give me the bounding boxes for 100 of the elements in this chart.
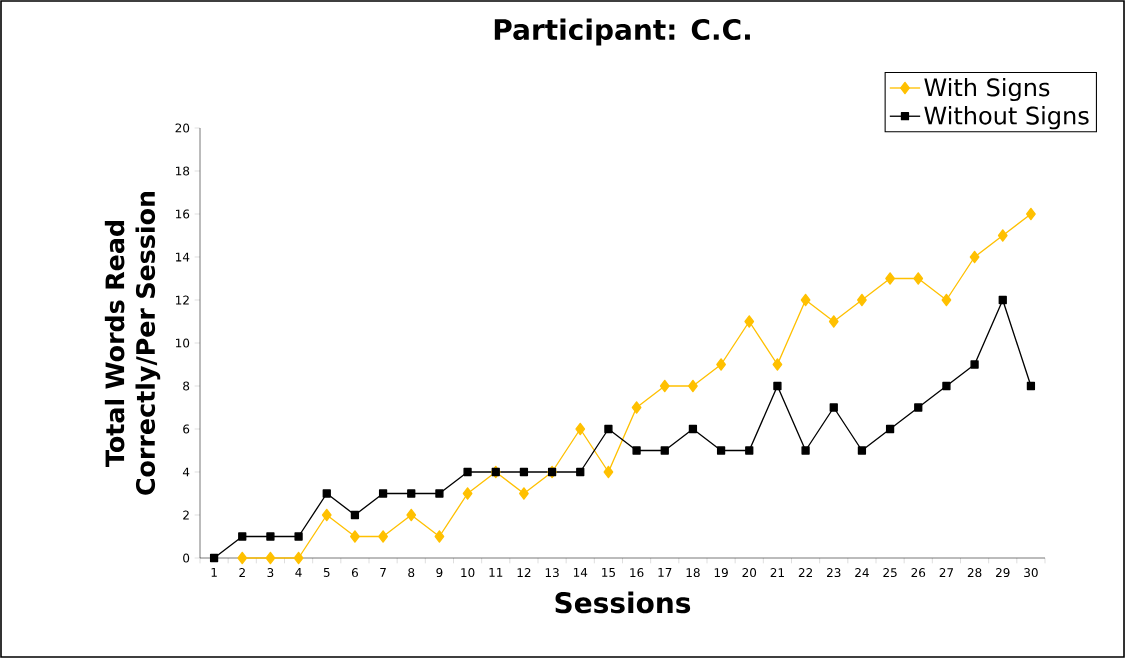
- point: [716, 446, 726, 455]
- x-tick-label: 21: [770, 568, 784, 577]
- point: [801, 446, 810, 455]
- x-tick-label: 25: [883, 568, 897, 578]
- x-tick-label: 9: [436, 568, 443, 578]
- point: [744, 315, 755, 328]
- point: [350, 510, 360, 520]
- point: [575, 422, 586, 436]
- point: [294, 532, 303, 541]
- x-tick-label: 26: [911, 568, 926, 578]
- x-tick-label: 29: [996, 568, 1010, 578]
- point: [969, 250, 980, 264]
- point: [800, 293, 811, 307]
- point: [237, 551, 248, 565]
- y-tick-label: 8: [183, 381, 190, 391]
- x-tick-label: 14: [573, 568, 588, 577]
- point: [632, 446, 641, 455]
- point: [631, 401, 642, 414]
- x-tick-label: 20: [742, 568, 757, 578]
- x-tick-label: 5: [323, 568, 330, 577]
- point: [913, 272, 924, 285]
- x-tick-label: 27: [939, 568, 954, 577]
- x-tick-label: 11: [489, 568, 503, 577]
- x-tick-label: 19: [714, 568, 728, 578]
- point: [603, 465, 614, 479]
- x-tick-label: 10: [461, 568, 475, 578]
- point: [407, 489, 416, 498]
- point: [435, 489, 444, 498]
- point: [941, 293, 952, 307]
- x-tick-label: 23: [827, 568, 841, 578]
- point: [238, 532, 247, 541]
- x-tick-label: 24: [855, 568, 869, 577]
- point: [462, 487, 473, 500]
- x-tick-label: 18: [686, 568, 700, 578]
- y-tick-label: 4: [182, 467, 190, 477]
- point: [970, 360, 979, 369]
- point: [519, 467, 529, 477]
- x-tick-label: 2: [239, 568, 245, 577]
- y-tick-label: 14: [176, 252, 190, 262]
- x-tick-label: 22: [798, 568, 813, 577]
- point: [772, 358, 783, 371]
- point: [857, 293, 867, 307]
- y-tick-label: 20: [175, 123, 190, 133]
- x-tick-label: 1: [211, 568, 217, 577]
- point: [998, 295, 1007, 305]
- point: [688, 379, 698, 393]
- x-tick-label: 30: [1024, 568, 1038, 578]
- point: [266, 532, 275, 541]
- x-tick-label: 4: [295, 568, 302, 577]
- point: [857, 446, 867, 455]
- x-tick-label: 3: [267, 568, 274, 578]
- y-tick-label: 16: [176, 209, 190, 219]
- y-tick-label: 6: [183, 424, 190, 434]
- y-tick-label: 2: [183, 510, 189, 520]
- point: [688, 424, 698, 434]
- x-tick-label: 17: [658, 568, 672, 577]
- point: [463, 467, 472, 477]
- point: [745, 446, 754, 455]
- point: [914, 403, 923, 412]
- y-axis-title: Total Words Read Correctly/Per Session: [104, 191, 161, 495]
- point: [604, 424, 613, 434]
- x-tick-label: 15: [602, 568, 615, 577]
- y-tick-label: 10: [176, 338, 190, 348]
- point: [828, 315, 839, 328]
- point: [576, 467, 585, 477]
- point: [1026, 381, 1036, 391]
- y-tick-label: 0: [183, 553, 190, 563]
- y-tick-label: 18: [176, 166, 190, 176]
- point: [829, 403, 838, 412]
- point: [885, 424, 895, 434]
- x-axis-title: Sessions: [555, 591, 691, 614]
- x-tick-label: 12: [517, 568, 531, 577]
- point: [322, 489, 331, 498]
- point: [519, 487, 529, 500]
- point: [265, 551, 276, 565]
- point: [350, 530, 360, 543]
- point: [716, 358, 726, 371]
- legend-label: With Signs: [924, 77, 1050, 102]
- point: [773, 381, 782, 391]
- point: [406, 508, 417, 522]
- x-tick-label: 6: [351, 568, 358, 578]
- x-tick-label: 7: [380, 568, 386, 577]
- point: [434, 530, 445, 543]
- x-tick-label: 28: [967, 568, 982, 578]
- point: [378, 530, 388, 543]
- point: [209, 553, 219, 563]
- point: [321, 508, 332, 522]
- point: [997, 229, 1008, 242]
- point: [293, 551, 304, 565]
- point: [659, 379, 670, 393]
- point: [1026, 207, 1036, 221]
- legend-label: Without Signs: [924, 106, 1089, 130]
- x-tick-label: 13: [545, 568, 559, 578]
- point: [942, 381, 951, 391]
- x-tick-label: 8: [408, 568, 415, 578]
- chart-title: Participant: C.C.: [494, 18, 750, 46]
- point: [885, 272, 895, 285]
- y-tick-label: 12: [176, 295, 189, 305]
- point: [660, 446, 669, 455]
- point: [378, 489, 388, 498]
